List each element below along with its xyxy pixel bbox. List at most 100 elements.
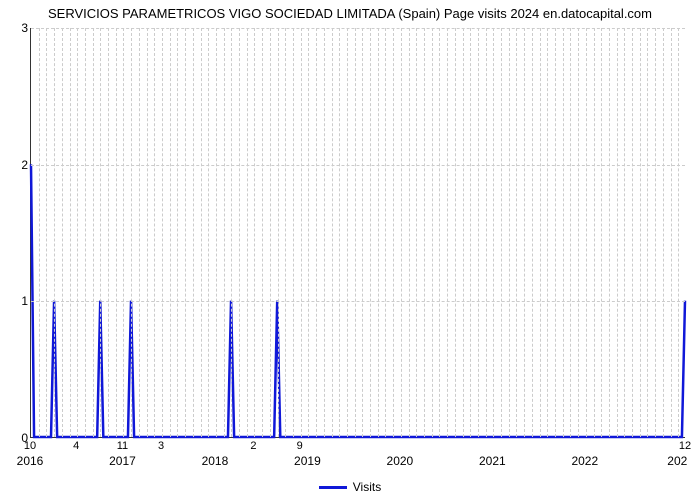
gridline-v-minor (62, 28, 63, 437)
gridline-v-minor (424, 28, 425, 437)
gridline-v-minor (486, 28, 487, 437)
x-tick-label: 2021 (479, 454, 506, 468)
gridline-v-minor (362, 28, 363, 437)
y-tick-label: 2 (10, 158, 28, 172)
gridline-v (308, 28, 309, 437)
gridline-v-minor (455, 28, 456, 437)
gridline-v-minor (385, 28, 386, 437)
gridline-v-minor (154, 28, 155, 437)
value-bin-label: 3 (158, 440, 164, 452)
legend-swatch (319, 486, 347, 489)
gridline-v-minor (370, 28, 371, 437)
x-tick-label: 2017 (109, 454, 136, 468)
gridline-v-minor (432, 28, 433, 437)
gridline-v (586, 28, 587, 437)
gridline-v-minor (416, 28, 417, 437)
gridline-v-minor (324, 28, 325, 437)
gridline-v-minor (547, 28, 548, 437)
gridline-v-minor (447, 28, 448, 437)
y-tick-label: 1 (10, 294, 28, 308)
gridline-v-minor (624, 28, 625, 437)
gridline-v (401, 28, 402, 437)
gridline-v-minor (170, 28, 171, 437)
gridline-v-minor (563, 28, 564, 437)
value-bin-label: 4 (73, 440, 79, 452)
gridline-v-minor (224, 28, 225, 437)
gridline-v-minor (108, 28, 109, 437)
gridline-v-minor (347, 28, 348, 437)
gridline-v-minor (293, 28, 294, 437)
gridline-v-minor (339, 28, 340, 437)
y-tick-label: 3 (10, 21, 28, 35)
gridline-v-minor (208, 28, 209, 437)
gridline-v-minor (278, 28, 279, 437)
x-tick-label: 2020 (387, 454, 414, 468)
gridline-v-minor (131, 28, 132, 437)
x-tick-label: 2022 (571, 454, 598, 468)
gridline-v-minor (100, 28, 101, 437)
gridline-v-minor (578, 28, 579, 437)
value-bin-label: 12 (679, 440, 691, 452)
gridline-v-minor (463, 28, 464, 437)
gridline-v-minor (378, 28, 379, 437)
gridline-v (123, 28, 124, 437)
gridline-v-minor (270, 28, 271, 437)
gridline-v-minor (231, 28, 232, 437)
gridline-v (678, 28, 679, 437)
gridline-v-minor (671, 28, 672, 437)
gridline-v-minor (262, 28, 263, 437)
gridline-v-minor (39, 28, 40, 437)
x-tick-label: 2018 (202, 454, 229, 468)
chart-title: SERVICIOS PARAMETRICOS VIGO SOCIEDAD LIM… (0, 6, 700, 21)
gridline-v-minor (147, 28, 148, 437)
gridline-v-minor (177, 28, 178, 437)
chart-container: SERVICIOS PARAMETRICOS VIGO SOCIEDAD LIM… (0, 0, 700, 500)
gridline-v-minor (439, 28, 440, 437)
gridline-v-minor (316, 28, 317, 437)
gridline-v-minor (185, 28, 186, 437)
gridline-v-minor (501, 28, 502, 437)
gridline-v-minor (193, 28, 194, 437)
gridline-h (31, 28, 685, 29)
gridline-v-minor (70, 28, 71, 437)
gridline-v-minor (655, 28, 656, 437)
gridline-v-minor (93, 28, 94, 437)
gridline-v-minor (85, 28, 86, 437)
gridline-v-minor (239, 28, 240, 437)
gridline-v-minor (555, 28, 556, 437)
gridline-v-minor (632, 28, 633, 437)
gridline-v (493, 28, 494, 437)
gridline-v-minor (470, 28, 471, 437)
gridline-v-minor (663, 28, 664, 437)
gridline-v-minor (640, 28, 641, 437)
x-tick-label: 202 (667, 454, 687, 468)
gridline-h (31, 301, 685, 302)
gridline-v-minor (355, 28, 356, 437)
legend: Visits (0, 480, 700, 494)
value-bin-label: 2 (250, 440, 256, 452)
gridline-v-minor (332, 28, 333, 437)
gridline-v-minor (247, 28, 248, 437)
gridline-v-minor (393, 28, 394, 437)
gridline-v-minor (478, 28, 479, 437)
gridline-v-minor (162, 28, 163, 437)
gridline-v-minor (301, 28, 302, 437)
gridline-v-minor (609, 28, 610, 437)
gridline-v-minor (139, 28, 140, 437)
gridline-h (31, 165, 685, 166)
gridline-v-minor (254, 28, 255, 437)
gridline-v-minor (516, 28, 517, 437)
gridline-v-minor (285, 28, 286, 437)
series-line (31, 28, 685, 437)
value-bin-label: 10 (24, 440, 36, 452)
gridline-v-minor (46, 28, 47, 437)
gridline-v-minor (647, 28, 648, 437)
value-bin-label: 11 (117, 440, 128, 452)
gridline-v-minor (617, 28, 618, 437)
gridline-v-minor (570, 28, 571, 437)
gridline-v-minor (524, 28, 525, 437)
gridline-v-minor (532, 28, 533, 437)
x-tick-label: 2016 (17, 454, 44, 468)
gridline-v-minor (540, 28, 541, 437)
gridline-v-minor (116, 28, 117, 437)
